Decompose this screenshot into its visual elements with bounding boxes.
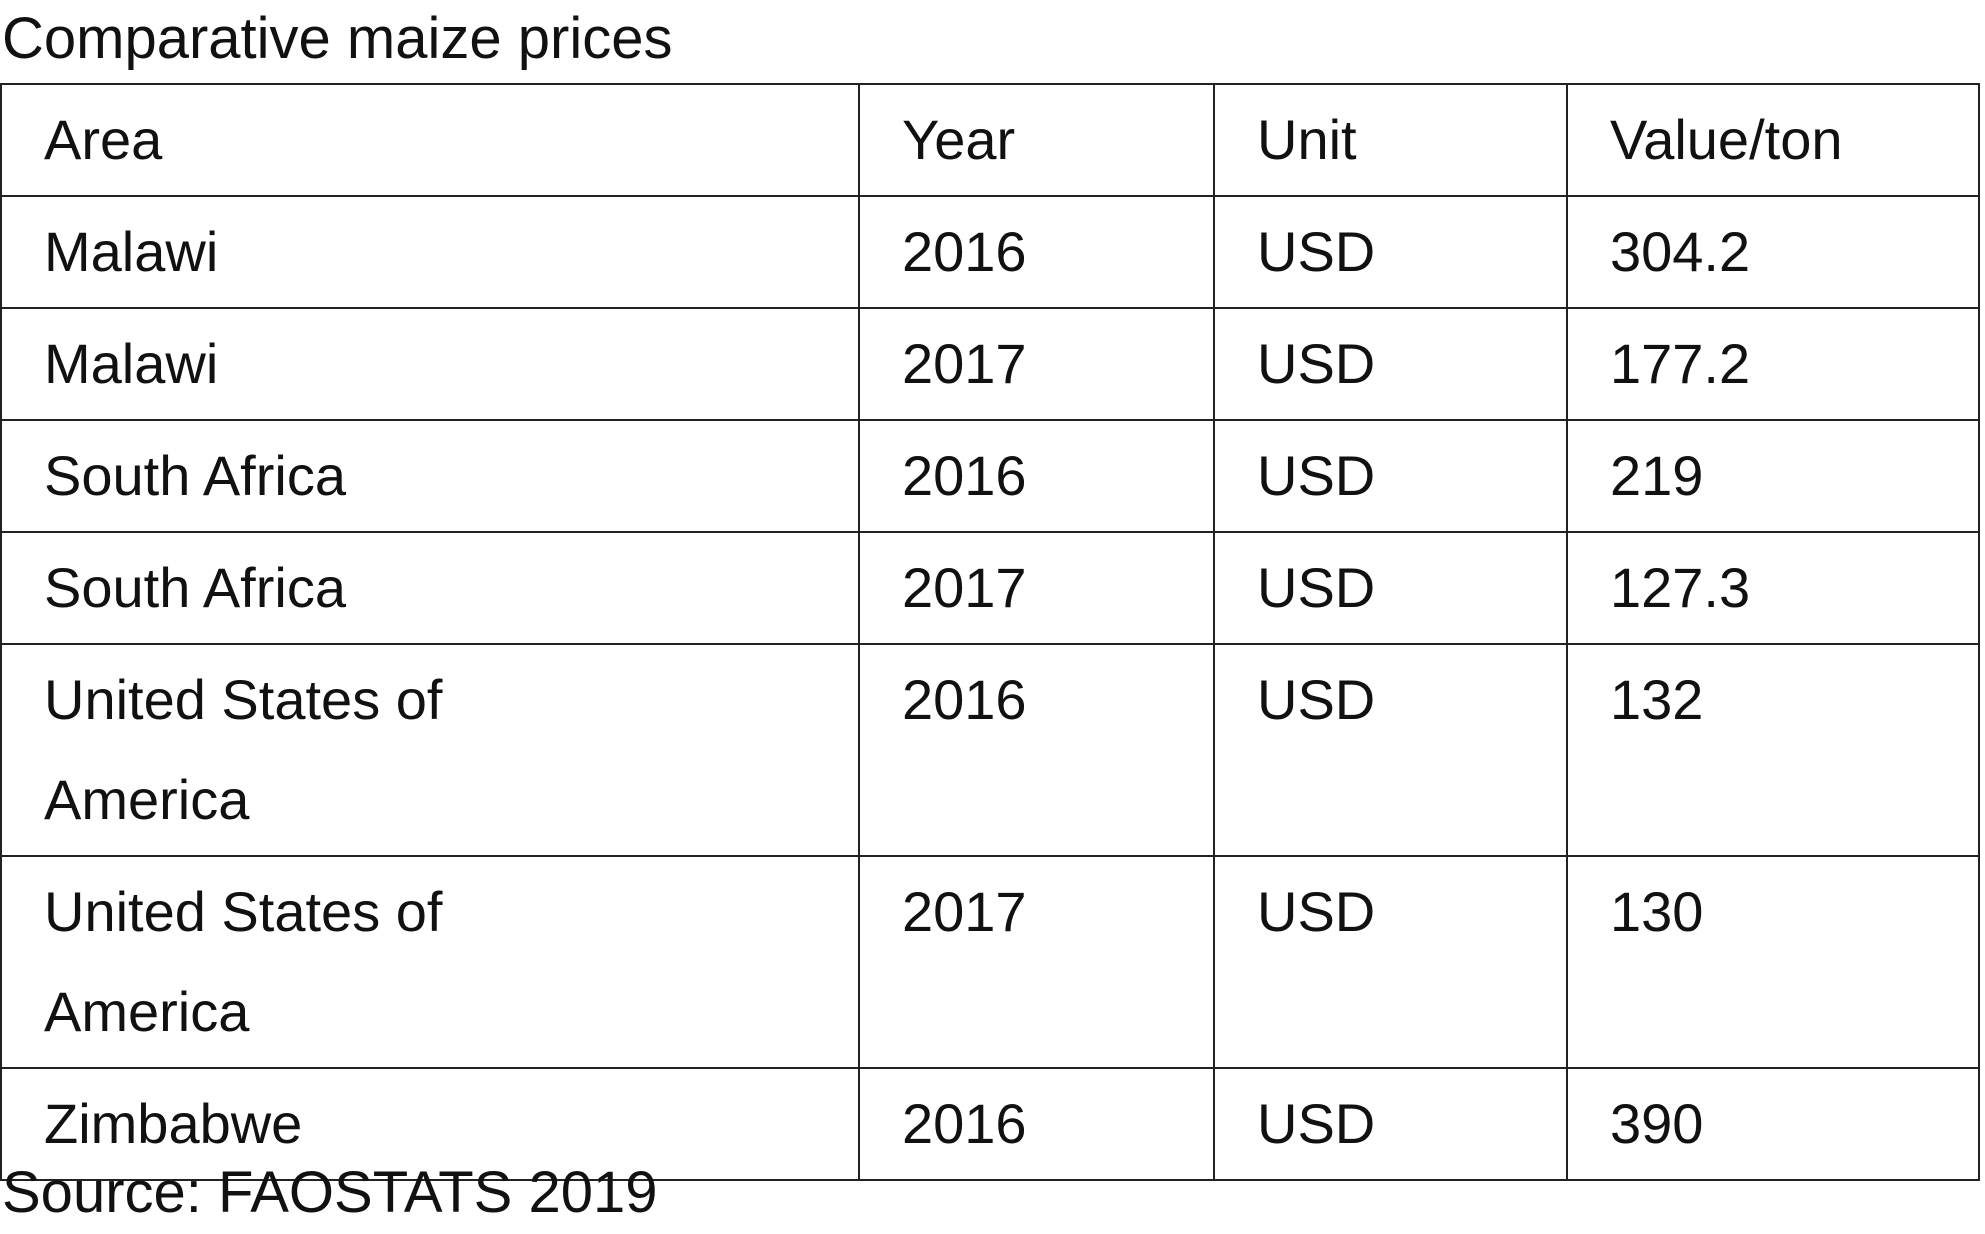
cell-text: USD: [1257, 444, 1376, 507]
cell-text: 177.2: [1610, 332, 1751, 395]
table-cell: USD: [1213, 195, 1568, 309]
cell-text: Malawi: [44, 332, 219, 395]
table-cell: Malawi: [0, 307, 860, 421]
table-row: Malawi 2017 USD 177.2: [0, 307, 1980, 421]
table-cell: 2017: [858, 855, 1215, 1069]
cell-text: Year: [902, 108, 1016, 171]
table-cell: South Africa: [0, 531, 860, 645]
table-cell: 132: [1566, 643, 1980, 857]
table-row: South Africa 2016 USD 219: [0, 419, 1980, 533]
cell-text: 2017: [902, 880, 1027, 943]
source-note: Source: FAOSTATS 2019: [2, 1160, 658, 1225]
cell-text: 2016: [902, 1092, 1027, 1155]
header-row: Area Year Unit Value/ton: [0, 83, 1980, 197]
cell-text: 2017: [902, 332, 1027, 395]
table-cell: 127.3: [1566, 531, 1980, 645]
cell-text: Malawi: [44, 220, 219, 283]
table-cell: 2016: [858, 419, 1215, 533]
table-cell: 2016: [858, 195, 1215, 309]
table-cell: 130: [1566, 855, 1980, 1069]
cell-text: USD: [1257, 556, 1376, 619]
table-cell: South Africa: [0, 419, 860, 533]
cell-text: United States of America: [44, 880, 443, 1043]
cell-text: 2017: [902, 556, 1027, 619]
table-cell: 304.2: [1566, 195, 1980, 309]
cell-text: South Africa: [44, 556, 346, 619]
cell-text: 127.3: [1610, 556, 1751, 619]
cell-text: USD: [1257, 1092, 1376, 1155]
cell-text: USD: [1257, 668, 1376, 731]
table-row: United States of America 2017 USD 130: [0, 855, 1980, 1069]
cell-text: Area: [44, 108, 163, 171]
table-row: Malawi 2016 USD 304.2: [0, 195, 1980, 309]
cell-text: 130: [1610, 880, 1704, 943]
table-cell: 2017: [858, 531, 1215, 645]
table-cell: USD: [1213, 643, 1568, 857]
table-body: Area Year Unit Value/ton Malawi 2016 USD 304.2 M…: [0, 83, 1980, 1181]
cell-text: Zimbabwe: [44, 1092, 303, 1155]
table-cell: USD: [1213, 419, 1568, 533]
cell-text: Unit: [1257, 108, 1357, 171]
cell-text: USD: [1257, 220, 1376, 283]
table-cell: 219: [1566, 419, 1980, 533]
table-cell: USD: [1213, 1067, 1568, 1181]
cell-text: USD: [1257, 880, 1376, 943]
header-cell: Unit: [1213, 83, 1568, 197]
table-cell: 2016: [858, 1067, 1215, 1181]
header-cell: Area: [0, 83, 860, 197]
table-row: United States of America 2016 USD 132: [0, 643, 1980, 857]
table-cell: Zimbabwe: [0, 1067, 860, 1181]
cell-text: USD: [1257, 332, 1376, 395]
table-cell: 2017: [858, 307, 1215, 421]
table-cell: Malawi: [0, 195, 860, 309]
cell-text: Value/ton: [1610, 108, 1843, 171]
cell-text: 219: [1610, 444, 1704, 507]
table-cell: United States of America: [0, 643, 860, 857]
cell-text: 132: [1610, 668, 1704, 731]
table-cell: USD: [1213, 307, 1568, 421]
cell-text: 390: [1610, 1092, 1704, 1155]
table-title: Comparative maize prices: [2, 6, 673, 71]
data-table: Area Year Unit Value/ton Malawi 2016 USD 304.2 M…: [0, 83, 1980, 1181]
table-cell: 390: [1566, 1067, 1980, 1181]
table-row: South Africa 2017 USD 127.3: [0, 531, 1980, 645]
cell-text: 2016: [902, 220, 1027, 283]
cell-text: 304.2: [1610, 220, 1751, 283]
cell-text: 2016: [902, 444, 1027, 507]
cell-text: South Africa: [44, 444, 346, 507]
table-cell: United States of America: [0, 855, 860, 1069]
cell-text: 2016: [902, 668, 1027, 731]
table-cell: 177.2: [1566, 307, 1980, 421]
cell-text: United States of America: [44, 668, 443, 831]
header-cell: Year: [858, 83, 1215, 197]
table-row: Zimbabwe 2016 USD 390: [0, 1067, 1980, 1181]
table-cell: USD: [1213, 855, 1568, 1069]
table-cell: USD: [1213, 531, 1568, 645]
table-cell: 2016: [858, 643, 1215, 857]
header-cell: Value/ton: [1566, 83, 1980, 197]
